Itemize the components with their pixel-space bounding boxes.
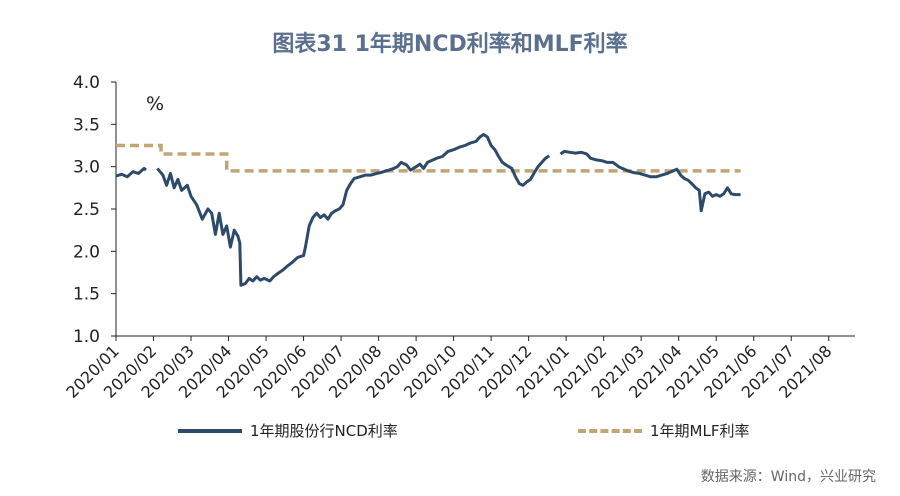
y-tick-label: 2.0 xyxy=(73,242,100,262)
chart-title: 图表31 1年期NCD利率和MLF利率 xyxy=(272,32,628,57)
series-line-ncd xyxy=(559,149,741,213)
legend-label-ncd: 1年期股份行NCD利率 xyxy=(250,422,398,440)
y-tick-label: 3.0 xyxy=(73,158,100,178)
series-line-mlf xyxy=(116,143,741,173)
legend-swatch-mlf xyxy=(578,428,642,433)
legend-swatch-ncd xyxy=(178,428,242,433)
y-tick-label: 1.5 xyxy=(73,285,100,305)
legend-item-mlf: 1年期MLF利率 xyxy=(578,420,749,441)
legend-item-ncd: 1年期股份行NCD利率 xyxy=(178,420,398,441)
y-axis-unit-label: % xyxy=(146,93,164,115)
series-line-ncd xyxy=(156,133,551,287)
y-tick-label: 1.0 xyxy=(73,327,100,347)
y-tick-label: 4.0 xyxy=(73,73,100,93)
legend-label-mlf: 1年期MLF利率 xyxy=(650,422,750,440)
series-line-ncd xyxy=(115,166,148,179)
y-tick-label: 2.5 xyxy=(73,200,100,220)
data-source-note: 数据来源：Wind，兴业研究 xyxy=(700,469,876,485)
y-tick-label: 3.5 xyxy=(73,115,100,135)
